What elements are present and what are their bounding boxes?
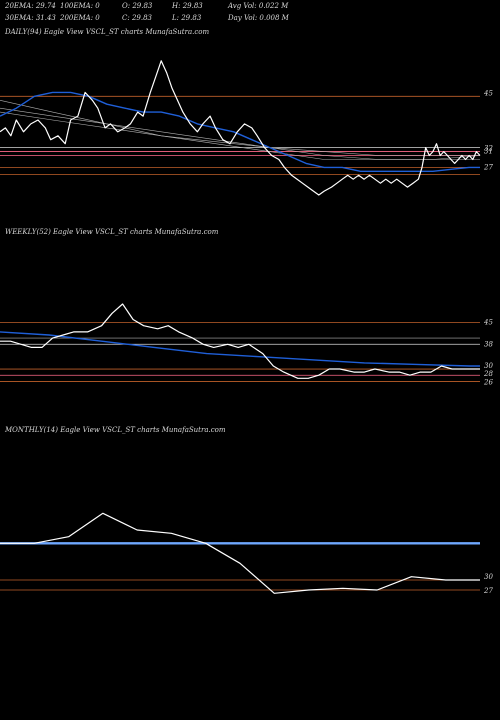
monthly-panel-title: MONTHLY(14) Eagle View VSCL_ST charts Mu…	[4, 426, 226, 434]
header-open: O: 29.83	[122, 2, 153, 10]
header-row-1: 20EMA: 29.74 100EMA: 0 O: 29.83 H: 29.83…	[4, 2, 289, 10]
daily-tick-label: 27	[483, 163, 493, 171]
weekly-tick-label: 28	[483, 370, 493, 378]
header-ema30: 30EMA: 31.43	[5, 14, 56, 22]
weekly-panel-title: WEEKLY(52) Eagle View VSCL_ST charts Mun…	[5, 228, 219, 236]
daily-ma-line	[0, 100, 481, 160]
weekly-ema-line	[0, 331, 480, 367]
weekly-tick-label: 26	[483, 378, 493, 386]
weekly-tick-label: 30	[484, 362, 493, 370]
weekly-tick-label: 38	[484, 340, 493, 348]
daily-tick-label: 32	[484, 145, 493, 153]
header-row-2: 30EMA: 31.43 200EMA: 0 C: 29.83 L: 29.83…	[5, 14, 290, 22]
daily-panel-title: DAILY(94) Eagle View VSCL_ST charts Muna…	[4, 28, 209, 36]
weekly-tick-label: 45	[483, 319, 493, 327]
header-ema20: 20EMA: 29.74	[4, 2, 56, 10]
monthly-price-line	[0, 512, 480, 594]
daily-ema-line	[0, 91, 480, 172]
monthly-tick-label: 27	[483, 587, 493, 595]
header-high: H: 29.83	[171, 2, 203, 10]
header-low: L: 29.83	[171, 14, 202, 22]
header-avg-vol: Avg Vol: 0.022 M	[227, 2, 289, 10]
daily-tick-label: 31	[484, 148, 493, 156]
header-ema200: 200EMA: 0	[59, 14, 100, 22]
header-day-vol: Day Vol: 0.008 M	[227, 14, 290, 22]
monthly-panel: 30 27	[0, 512, 493, 595]
daily-tick-label: 45	[483, 89, 493, 97]
weekly-price-line	[0, 303, 480, 379]
header-close: C: 29.83	[122, 14, 153, 22]
daily-ma-line	[0, 111, 480, 156]
header-ema100: 100EMA: 0	[60, 2, 100, 10]
daily-price-line	[0, 60, 481, 196]
monthly-tick-label: 30	[484, 573, 493, 581]
